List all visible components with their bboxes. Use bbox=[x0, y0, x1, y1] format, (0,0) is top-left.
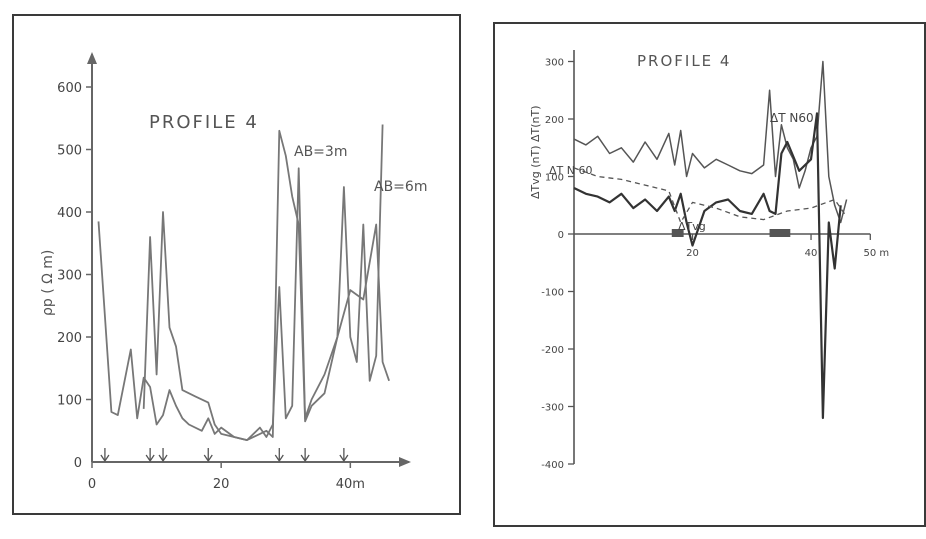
y-tick-label: 200 bbox=[545, 115, 564, 126]
y-tick-label: -100 bbox=[541, 288, 564, 299]
magnetic-chart: 300 200 100 0 -100 -200 -300 -400 20 40 50 m PROFIL… bbox=[529, 50, 889, 471]
y-tick-label: 100 bbox=[57, 394, 82, 409]
y-tick-label: 500 bbox=[57, 144, 82, 159]
x-tick-label: 0 bbox=[88, 477, 96, 492]
left-chart-panel: 100 200 300 400 500 600 0 0 20 40m PROFILE 4 AB=3m A… bbox=[12, 14, 461, 515]
x-tick-label: 20 bbox=[686, 248, 699, 259]
y-tick-label: 100 bbox=[545, 173, 564, 184]
y-tick-label: 400 bbox=[57, 206, 82, 221]
y-tick-label: 300 bbox=[545, 58, 564, 69]
arrow-marker-head bbox=[339, 454, 349, 463]
series-line-tn60 bbox=[573, 60, 848, 224]
y-tick-label-zero: 0 bbox=[74, 456, 82, 471]
y-tick-label: 600 bbox=[57, 81, 82, 96]
series-line-tn60-lower bbox=[573, 112, 842, 420]
series-line-tvg bbox=[573, 167, 848, 224]
x-tick-label: 40 bbox=[805, 248, 818, 259]
chart-title: PROFILE 4 bbox=[149, 112, 259, 133]
series-label-tn60b: ΔT N 60 bbox=[549, 164, 592, 177]
arrow-marker-head bbox=[300, 454, 310, 463]
y-axis-label: ρp ( Ω m) bbox=[40, 250, 56, 316]
series-line-ab6 bbox=[142, 124, 384, 442]
y-tick-label: 300 bbox=[57, 269, 82, 284]
arrow-marker-head bbox=[100, 454, 110, 463]
y-tick-label: 0 bbox=[558, 230, 564, 241]
arrow-marker-head bbox=[158, 454, 168, 463]
series-label-ab6: AB=6m bbox=[374, 179, 427, 195]
axis-marker-block bbox=[769, 229, 791, 237]
x-tick-label: 50 m bbox=[863, 248, 889, 259]
right-chart-panel: 300 200 100 0 -100 -200 -300 -400 20 40 50 m PROFIL… bbox=[493, 22, 926, 527]
arrow-marker-head bbox=[203, 454, 213, 463]
series-label-tn60: ΔT N60 bbox=[770, 111, 814, 125]
x-tick-label: 40m bbox=[336, 477, 365, 492]
x-tick-label: 20 bbox=[213, 477, 230, 492]
series-label-ab3: AB=3m bbox=[294, 144, 347, 160]
y-axis-label: ΔTvg (nT) ΔT(nT) bbox=[529, 105, 542, 199]
resistivity-chart: 100 200 300 400 500 600 00 20 40m PROFILE 4 AB=3m A… bbox=[40, 52, 427, 492]
series-label-tvg: ΔTvg bbox=[678, 220, 706, 233]
y-tick-label: 200 bbox=[57, 331, 82, 346]
y-tick-label: -300 bbox=[541, 403, 564, 414]
arrow-marker-head bbox=[274, 454, 284, 463]
y-tick-label: -400 bbox=[541, 460, 564, 471]
y-tick-label: -200 bbox=[541, 345, 564, 356]
chart-title: PROFILE 4 bbox=[637, 52, 731, 70]
axis-marker-block bbox=[671, 229, 684, 237]
y-axis-arrow bbox=[87, 52, 97, 64]
arrow-marker-head bbox=[145, 454, 155, 463]
x-axis-arrow bbox=[399, 457, 411, 467]
